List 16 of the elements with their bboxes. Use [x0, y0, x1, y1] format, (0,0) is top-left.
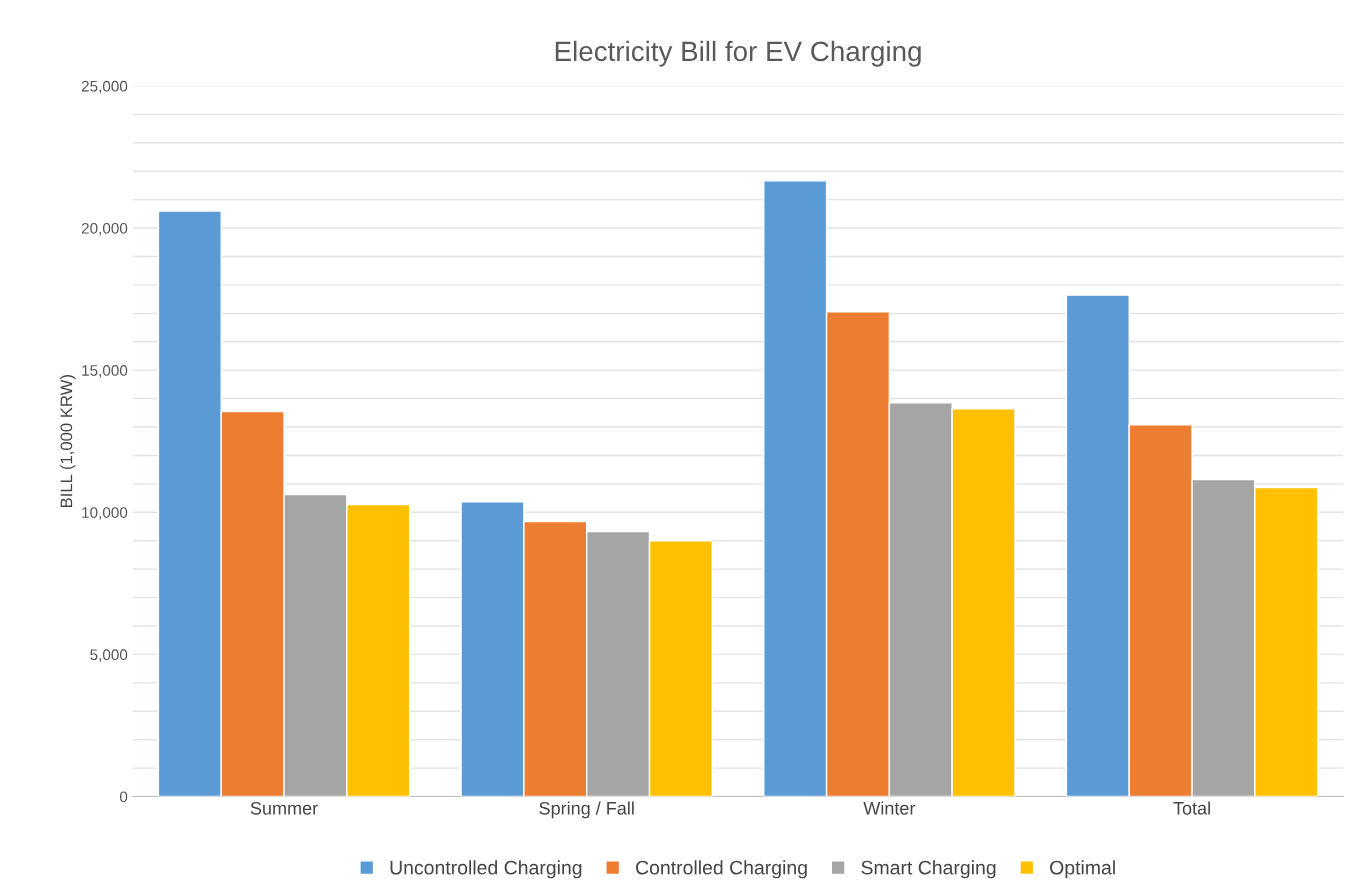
legend-label: Optimal — [1050, 860, 1115, 879]
x-tick-label: Total — [1173, 801, 1210, 815]
y-axis-title: BILL (1,000 KRW) — [60, 375, 76, 508]
y-tick-label: 20,000 — [81, 222, 128, 236]
legend-label: Uncontrolled Charging — [390, 860, 582, 879]
y-tick-label: 5,000 — [90, 649, 128, 662]
y-tick-label: 15,000 — [82, 365, 128, 378]
x-tick-label: Summer — [250, 801, 318, 815]
legend-label: Controlled Charging — [636, 860, 807, 879]
chart-title: Electricity Bill for EV Charging — [555, 40, 921, 67]
x-tick-label: Spring / Fall — [539, 801, 634, 819]
x-tick-label: Winter — [863, 801, 916, 815]
legend-label: Smart Charging — [861, 860, 996, 879]
y-tick-label: 10,000 — [82, 507, 128, 520]
y-tick-label: 0 — [119, 791, 128, 803]
y-tick-label: 25,000 — [81, 80, 128, 94]
